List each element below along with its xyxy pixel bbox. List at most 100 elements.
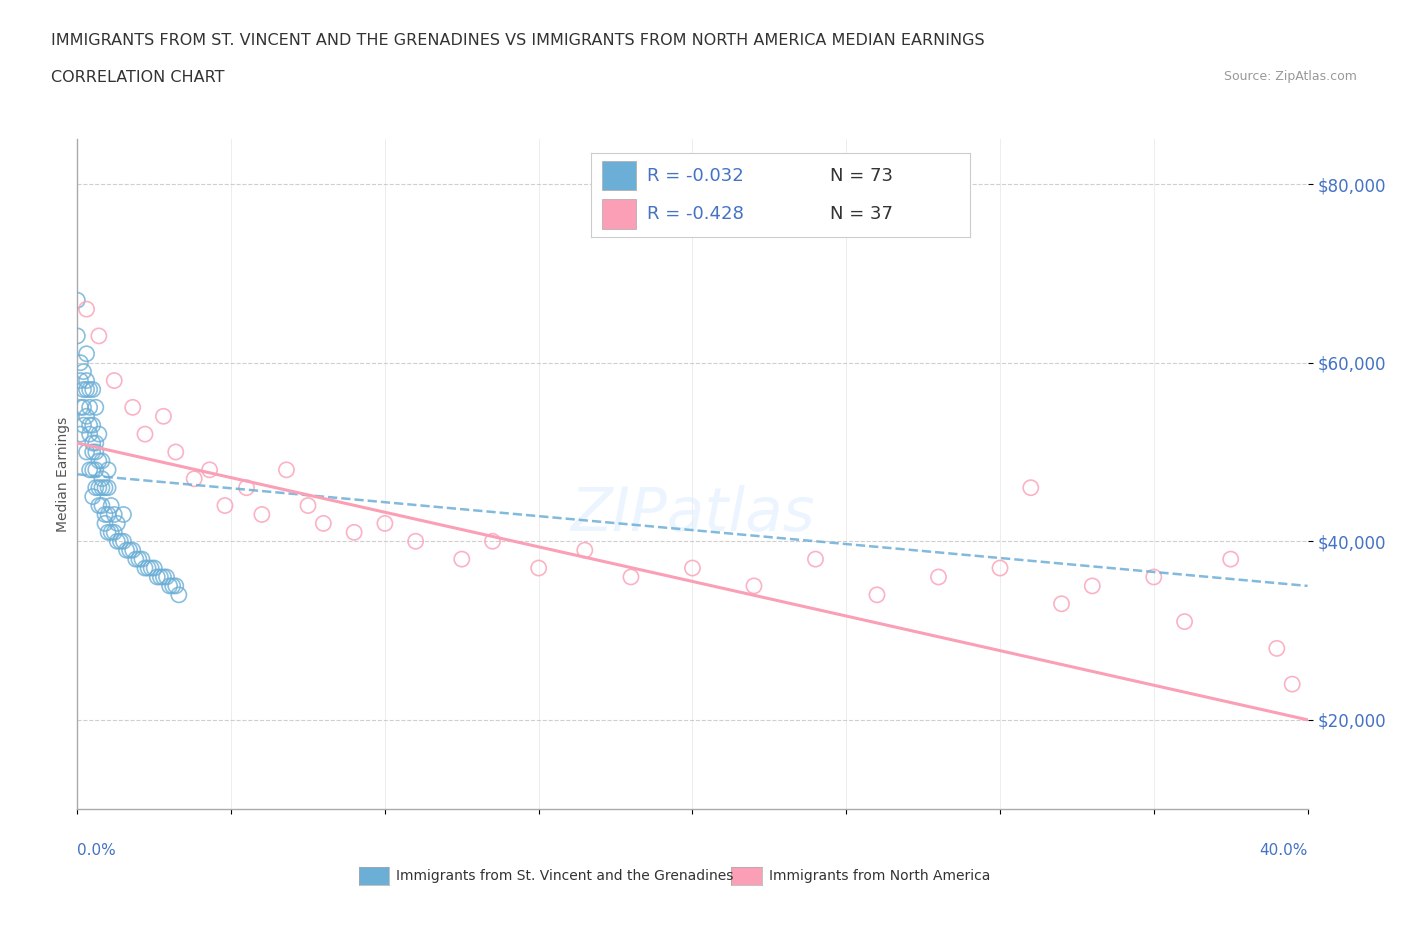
Point	[682, 561, 704, 576]
Point	[76, 346, 98, 361]
Point	[112, 534, 135, 549]
Point	[159, 578, 181, 593]
Point	[100, 498, 122, 513]
Point	[66, 293, 89, 308]
Point	[134, 427, 156, 442]
Point	[250, 507, 273, 522]
Point	[84, 480, 107, 495]
Point	[343, 525, 366, 539]
Point	[103, 525, 125, 539]
Point	[481, 534, 503, 549]
Text: Immigrants from North America: Immigrants from North America	[769, 869, 990, 883]
Point	[149, 569, 172, 584]
Point	[152, 569, 174, 584]
Text: Source: ZipAtlas.com: Source: ZipAtlas.com	[1223, 70, 1357, 83]
Point	[87, 498, 110, 513]
Text: IMMIGRANTS FROM ST. VINCENT AND THE GRENADINES VS IMMIGRANTS FROM NORTH AMERICA : IMMIGRANTS FROM ST. VINCENT AND THE GREN…	[51, 33, 984, 47]
Point	[90, 454, 114, 469]
Point	[128, 551, 150, 566]
Point	[69, 427, 91, 442]
Point	[141, 561, 163, 576]
Text: Immigrants from St. Vincent and the Grenadines: Immigrants from St. Vincent and the Gren…	[396, 869, 734, 883]
Point	[312, 516, 335, 531]
Point	[76, 301, 98, 316]
Point	[105, 516, 128, 531]
Point	[405, 534, 427, 549]
Point	[82, 445, 104, 459]
Point	[94, 516, 117, 531]
Point	[574, 543, 596, 558]
Point	[103, 507, 125, 522]
Point	[76, 373, 98, 388]
Point	[97, 480, 120, 495]
Point	[146, 569, 169, 584]
Point	[66, 328, 89, 343]
Point	[136, 561, 159, 576]
Point	[97, 462, 120, 477]
Point	[82, 418, 104, 432]
Point	[214, 498, 236, 513]
Point	[155, 569, 177, 584]
Point	[162, 578, 184, 593]
Point	[87, 328, 110, 343]
Point	[82, 489, 104, 504]
Point	[72, 382, 94, 397]
Point	[131, 551, 153, 566]
Point	[84, 400, 107, 415]
Bar	[602, 161, 636, 191]
Point	[87, 454, 110, 469]
Point	[118, 543, 141, 558]
Point	[87, 427, 110, 442]
Point	[1265, 641, 1288, 656]
Point	[742, 578, 765, 593]
Point	[79, 427, 101, 442]
Point	[72, 400, 94, 415]
Point	[90, 498, 114, 513]
Point	[297, 498, 319, 513]
Point	[97, 525, 120, 539]
Point	[69, 355, 91, 370]
Point	[76, 409, 98, 424]
Point	[90, 480, 114, 495]
Point	[100, 525, 122, 539]
Point	[183, 472, 205, 486]
Point	[110, 534, 132, 549]
Point	[1174, 614, 1197, 629]
Point	[152, 409, 174, 424]
Text: R = -0.428: R = -0.428	[647, 205, 744, 222]
Point	[115, 543, 138, 558]
Point	[235, 480, 257, 495]
Point	[450, 551, 472, 566]
Text: N = 73: N = 73	[830, 166, 893, 185]
Point	[94, 480, 117, 495]
Text: ZIPatlas: ZIPatlas	[571, 485, 814, 544]
Point	[988, 561, 1011, 576]
Point	[72, 365, 94, 379]
Text: R = -0.032: R = -0.032	[647, 166, 744, 185]
Point	[79, 382, 101, 397]
Point	[105, 534, 128, 549]
Point	[527, 561, 550, 576]
Point	[1050, 596, 1073, 611]
Point	[198, 462, 221, 477]
Point	[69, 400, 91, 415]
Point	[84, 445, 107, 459]
Point	[1219, 551, 1241, 566]
Point	[97, 507, 120, 522]
Point	[79, 462, 101, 477]
Point	[1143, 569, 1166, 584]
Point	[167, 588, 190, 603]
Point	[87, 480, 110, 495]
Point	[103, 373, 125, 388]
Point	[125, 551, 148, 566]
Point	[84, 435, 107, 450]
Point	[76, 445, 98, 459]
Point	[76, 382, 98, 397]
Text: 0.0%: 0.0%	[77, 844, 117, 858]
Point	[866, 588, 889, 603]
Point	[276, 462, 298, 477]
Point	[121, 543, 143, 558]
Point	[134, 561, 156, 576]
Point	[165, 578, 187, 593]
Y-axis label: Median Earnings: Median Earnings	[56, 417, 70, 532]
